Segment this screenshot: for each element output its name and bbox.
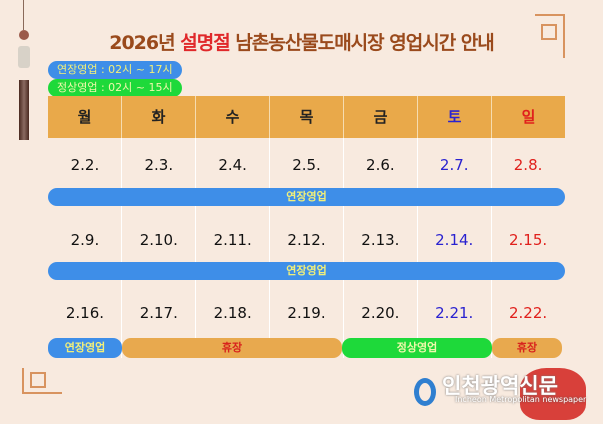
date-cell: 2.19. [287,304,326,322]
status-bar-extended: 연장영업 [48,188,565,206]
status-bar-closed: 휴장 [122,338,342,358]
day-sun: 일 [521,108,536,126]
date-cell: 2.15. [509,231,548,249]
day-thu: 목 [270,96,344,138]
status-bar-extended: 연장영업 [48,262,565,280]
corner-ornament-top [535,14,565,58]
status-bar-extended: 연장영업 [48,338,122,358]
date-cell: 2.11. [213,231,252,249]
date-cell: 2.17. [139,304,178,322]
date-cell: 2.7. [439,156,469,174]
legend-extended: 연장영업 : 02시 ~ 17시 [48,61,182,79]
status-bar-normal: 정상영업 [342,338,492,358]
date-cell: 2.13. [361,231,400,249]
date-cell: 2.9. [70,231,100,249]
date-cell: 2.18. [213,304,252,322]
date-cell: 2.10. [139,231,178,249]
date-cell: 2.20. [361,304,400,322]
date-cell: 2.22. [509,304,548,322]
date-cell: 2.14. [435,231,474,249]
date-cell: 2.4. [218,156,247,174]
corner-ornament-bottom [22,368,62,394]
date-cell: 2.3. [144,156,174,174]
newspaper-logo: 인천광역신문 [442,374,558,398]
newspaper-logo-sub: Incheon Metropolitan newspaper [455,395,587,404]
weekday-header: 월 화 수 목 금 토 일 [48,96,565,138]
week-row: 2.2. 2.3. 2.4. 2.5. 2.6. 2.7. 2.8. [48,156,565,174]
newspaper-logo-icon [414,378,436,406]
day-fri: 금 [344,96,418,138]
day-mon: 월 [48,96,122,138]
date-cell: 2.12. [287,231,326,249]
date-cell: 2.2. [70,156,100,174]
day-tue: 화 [122,96,196,138]
lucky-bag-icon [520,368,586,420]
date-cell: 2.21. [435,304,474,322]
date-cell: 2.8. [513,156,543,174]
date-cell: 2.6. [366,156,395,174]
legend-normal: 정상영업 : 02시 ~ 15시 [48,79,182,97]
day-wed: 수 [196,96,270,138]
calendar-grid [48,138,565,358]
date-cell: 2.16. [65,304,105,322]
week-row: 2.9. 2.10. 2.11. 2.12. 2.13. 2.14. 2.15. [48,231,565,249]
day-sat: 토 [418,96,492,138]
week-row: 2.16. 2.17. 2.18. 2.19. 2.20. 2.21. 2.22. [48,304,565,322]
page-title: 2026년 설명절 남촌농산물도매시장 영업시간 안내 [109,32,495,54]
ornament-tassel [18,0,30,140]
status-bar-closed: 휴장 [492,338,562,358]
date-cell: 2.5. [292,156,321,174]
